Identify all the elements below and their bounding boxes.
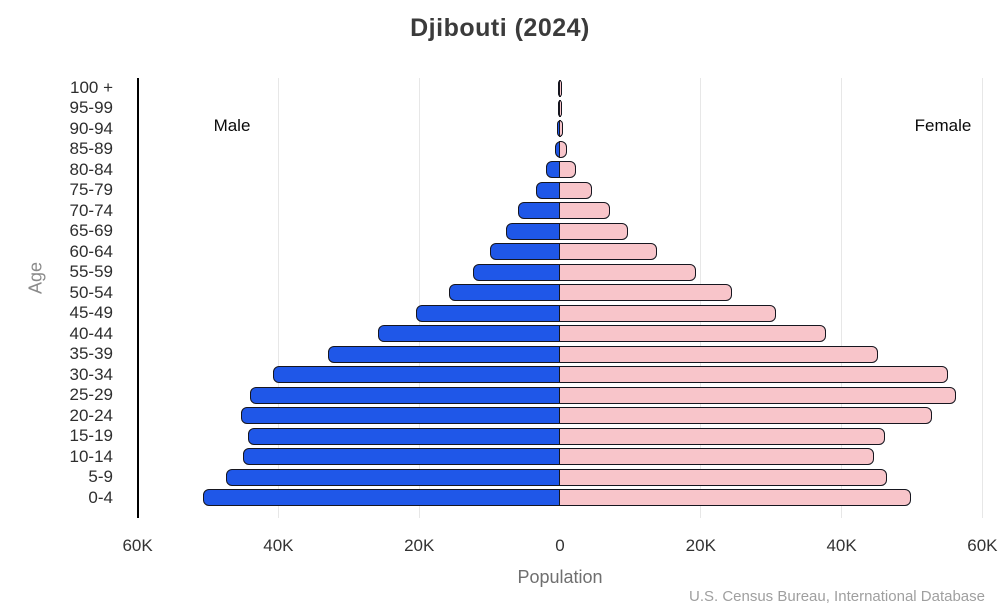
gridline: [418, 78, 420, 518]
bar-male-25-29[interactable]: [250, 386, 562, 404]
x-tick-label: 20K: [404, 536, 435, 555]
bar-male-0-4[interactable]: [202, 489, 562, 506]
age-group-label: 55-59: [69, 262, 113, 282]
bar-male-5-9[interactable]: [226, 468, 562, 486]
age-group-label: 70-74: [69, 200, 113, 220]
age-group-label: 85-89: [69, 139, 113, 159]
y-axis-title: Age: [25, 261, 46, 295]
bar-female-90-94[interactable]: [558, 120, 564, 138]
x-axis-title: Population: [517, 567, 603, 587]
bar-male-40-44[interactable]: [377, 325, 562, 343]
bar-female-75-79[interactable]: [558, 181, 592, 199]
bar-female-20-24[interactable]: [558, 407, 932, 425]
female-series-label: Female: [914, 116, 972, 135]
age-group-label: 35-39: [69, 344, 113, 364]
bar-female-60-64[interactable]: [558, 243, 658, 261]
age-group-label: 30-34: [69, 364, 113, 384]
age-group-label: 75-79: [69, 180, 113, 200]
bar-female-50-54[interactable]: [558, 284, 732, 302]
bar-female-5-9[interactable]: [558, 468, 888, 486]
age-group-label: 80-84: [69, 159, 113, 179]
age-group-label: 20-24: [69, 405, 113, 425]
age-group-label: 5-9: [88, 467, 113, 487]
bar-female-70-74[interactable]: [558, 202, 611, 220]
age-group-label: 25-29: [69, 385, 113, 405]
bar-female-55-59[interactable]: [558, 263, 696, 281]
age-group-label: 95-99: [69, 98, 113, 118]
bar-female-10-14[interactable]: [558, 448, 875, 466]
age-group-label: 0-4: [88, 487, 113, 507]
bar-female-0-4[interactable]: [558, 489, 912, 506]
bar-female-65-69[interactable]: [558, 222, 629, 240]
bar-male-75-79[interactable]: [535, 181, 562, 199]
x-tick-label: 40K: [826, 536, 857, 555]
bar-male-15-19[interactable]: [248, 427, 562, 445]
age-group-label: 90-94: [69, 118, 113, 138]
bar-female-35-39[interactable]: [558, 345, 879, 363]
age-group-label: 15-19: [69, 426, 113, 446]
bar-female-15-19[interactable]: [558, 427, 886, 445]
bar-male-50-54[interactable]: [449, 284, 562, 302]
bar-female-40-44[interactable]: [558, 325, 826, 343]
gridline: [277, 78, 279, 518]
x-tick-label: 60K: [967, 536, 998, 555]
y-axis-spine: [136, 78, 139, 518]
bar-male-55-59[interactable]: [472, 263, 562, 281]
bar-male-35-39[interactable]: [328, 345, 562, 363]
bar-female-25-29[interactable]: [558, 386, 956, 404]
age-group-label: 65-69: [69, 221, 113, 241]
bar-male-70-74[interactable]: [518, 202, 562, 220]
age-group-label: 60-64: [69, 241, 113, 261]
age-group-label: 40-44: [69, 323, 113, 343]
age-group-label: 45-49: [69, 303, 113, 323]
bar-male-10-14[interactable]: [243, 448, 562, 466]
bar-female-85-89[interactable]: [558, 140, 568, 158]
bar-male-20-24[interactable]: [240, 407, 562, 425]
bar-female-30-34[interactable]: [558, 366, 948, 384]
age-group-label: 10-14: [69, 446, 113, 466]
bar-female-100+[interactable]: [558, 79, 562, 97]
bar-male-45-49[interactable]: [416, 304, 562, 322]
bar-female-80-84[interactable]: [558, 161, 577, 179]
gridline: [841, 78, 843, 518]
x-tick-label: 0: [555, 536, 565, 555]
bar-female-95-99[interactable]: [558, 99, 563, 117]
chart-title: Djibouti (2024): [410, 14, 590, 42]
source-credit: U.S. Census Bureau, International Databa…: [688, 588, 985, 605]
x-tick-label: 40K: [263, 536, 294, 555]
age-group-label: 100 +: [69, 78, 113, 97]
bar-female-45-49[interactable]: [558, 304, 777, 322]
bar-male-60-64[interactable]: [489, 243, 562, 261]
age-group-label: 50-54: [69, 282, 113, 302]
x-tick-label: 60K: [122, 536, 153, 555]
bar-male-30-34[interactable]: [272, 366, 562, 384]
gridline: [981, 78, 983, 518]
male-series-label: Male: [213, 116, 251, 135]
bar-male-65-69[interactable]: [506, 222, 562, 240]
x-tick-label: 20K: [685, 536, 716, 555]
